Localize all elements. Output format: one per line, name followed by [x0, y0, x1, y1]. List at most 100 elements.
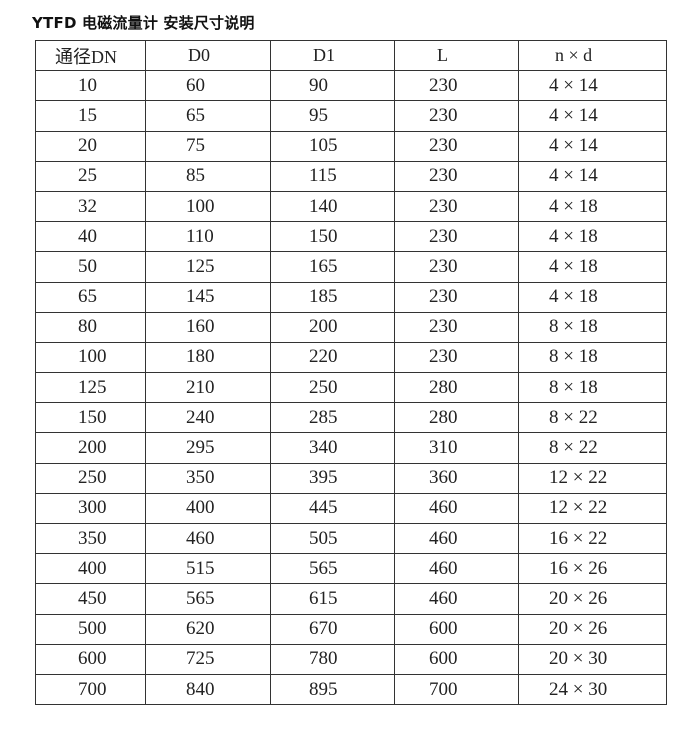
cell-d1: 90	[270, 70, 395, 102]
table-row: 32 100 140 230 4 × 18	[35, 190, 667, 223]
cell-d0: 460	[145, 522, 271, 555]
cell-n-x-d: 4 × 18	[518, 190, 667, 223]
cell-d0: 110	[145, 221, 271, 253]
cell-l: 230	[394, 190, 519, 223]
cell-d0: 180	[145, 341, 271, 374]
cell-l: 280	[394, 402, 519, 434]
table-row: 65 145 185 230 4 × 18	[35, 281, 667, 313]
table-row: 40 110 150 230 4 × 18	[35, 221, 667, 253]
table-row: 15 65 95 230 4 × 14	[35, 100, 667, 132]
cell-d1: 140	[270, 190, 395, 223]
header-n-x-d: n × d	[518, 39, 667, 72]
cell-l: 230	[394, 221, 519, 253]
cell-dn: 25	[35, 160, 146, 192]
table-row: 450 565 615 460 20 × 26	[35, 583, 667, 615]
cell-d0: 60	[145, 70, 271, 102]
header-l: L	[394, 39, 519, 72]
cell-n-x-d: 12 × 22	[518, 462, 667, 494]
table-row: 500 620 670 600 20 × 26	[35, 613, 667, 645]
cell-dn: 40	[35, 221, 146, 253]
cell-d1: 105	[270, 130, 395, 162]
cell-d1: 285	[270, 402, 395, 434]
cell-l: 230	[394, 251, 519, 283]
cell-d1: 395	[270, 462, 395, 494]
table-row: 25 85 115 230 4 × 14	[35, 160, 667, 192]
cell-d1: 185	[270, 281, 395, 313]
cell-l: 230	[394, 341, 519, 374]
cell-d0: 160	[145, 311, 271, 343]
table-row: 50 125 165 230 4 × 18	[35, 251, 667, 283]
cell-dn: 65	[35, 281, 146, 313]
cell-d1: 95	[270, 100, 395, 132]
cell-d0: 350	[145, 462, 271, 494]
cell-d0: 620	[145, 613, 271, 645]
cell-d1: 565	[270, 553, 395, 585]
cell-l: 310	[394, 432, 519, 464]
table-header-row: 通径DN D0 D1 L n × d	[35, 39, 667, 72]
cell-n-x-d: 16 × 22	[518, 522, 667, 555]
cell-d0: 240	[145, 402, 271, 434]
table-row: 100 180 220 230 8 × 18	[35, 341, 667, 374]
cell-n-x-d: 20 × 26	[518, 613, 667, 645]
cell-d1: 780	[270, 643, 395, 675]
table-row: 350 460 505 460 16 × 22	[35, 522, 667, 555]
cell-n-x-d: 4 × 14	[518, 70, 667, 102]
cell-d0: 565	[145, 583, 271, 615]
cell-d0: 295	[145, 432, 271, 464]
cell-dn: 600	[35, 643, 146, 675]
cell-dn: 10	[35, 70, 146, 102]
cell-n-x-d: 8 × 22	[518, 402, 667, 434]
table-row: 600 725 780 600 20 × 30	[35, 643, 667, 675]
cell-l: 230	[394, 70, 519, 102]
cell-n-x-d: 8 × 18	[518, 372, 667, 404]
cell-n-x-d: 8 × 18	[518, 341, 667, 374]
cell-dn: 20	[35, 130, 146, 162]
header-d1: D1	[270, 39, 395, 72]
cell-n-x-d: 4 × 14	[518, 100, 667, 132]
cell-d1: 895	[270, 673, 395, 706]
cell-dn: 400	[35, 553, 146, 585]
cell-d1: 220	[270, 341, 395, 374]
cell-d1: 115	[270, 160, 395, 192]
cell-dn: 100	[35, 341, 146, 374]
cell-l: 460	[394, 553, 519, 585]
table-row: 300 400 445 460 12 × 22	[35, 492, 667, 525]
cell-n-x-d: 4 × 18	[518, 281, 667, 313]
cell-d0: 75	[145, 130, 271, 162]
header-d0: D0	[145, 39, 271, 72]
cell-l: 360	[394, 462, 519, 494]
cell-d1: 670	[270, 613, 395, 645]
cell-n-x-d: 4 × 18	[518, 251, 667, 283]
cell-d1: 165	[270, 251, 395, 283]
cell-d0: 100	[145, 190, 271, 223]
cell-n-x-d: 20 × 26	[518, 583, 667, 615]
cell-l: 230	[394, 160, 519, 192]
cell-dn: 80	[35, 311, 146, 343]
cell-l: 230	[394, 311, 519, 343]
cell-n-x-d: 24 × 30	[518, 673, 667, 706]
dimension-table: 通径DN D0 D1 L n × d 10 60 90 230 4 × 14 15 65 95…	[35, 39, 667, 706]
cell-l: 280	[394, 372, 519, 404]
cell-d1: 445	[270, 492, 395, 525]
table-row: 125 210 250 280 8 × 18	[35, 372, 667, 404]
table-row: 700 840 895 700 24 × 30	[35, 673, 667, 706]
cell-n-x-d: 4 × 18	[518, 221, 667, 253]
table-row: 250 350 395 360 12 × 22	[35, 462, 667, 494]
cell-dn: 450	[35, 583, 146, 615]
cell-d0: 400	[145, 492, 271, 525]
cell-d0: 210	[145, 372, 271, 404]
cell-n-x-d: 16 × 26	[518, 553, 667, 585]
cell-n-x-d: 4 × 14	[518, 130, 667, 162]
table-row: 400 515 565 460 16 × 26	[35, 553, 667, 585]
cell-d0: 145	[145, 281, 271, 313]
cell-dn: 32	[35, 190, 146, 223]
cell-d1: 200	[270, 311, 395, 343]
cell-n-x-d: 8 × 18	[518, 311, 667, 343]
cell-d1: 615	[270, 583, 395, 615]
cell-n-x-d: 20 × 30	[518, 643, 667, 675]
cell-d1: 340	[270, 432, 395, 464]
cell-l: 230	[394, 281, 519, 313]
cell-d0: 840	[145, 673, 271, 706]
cell-dn: 200	[35, 432, 146, 464]
cell-d0: 515	[145, 553, 271, 585]
